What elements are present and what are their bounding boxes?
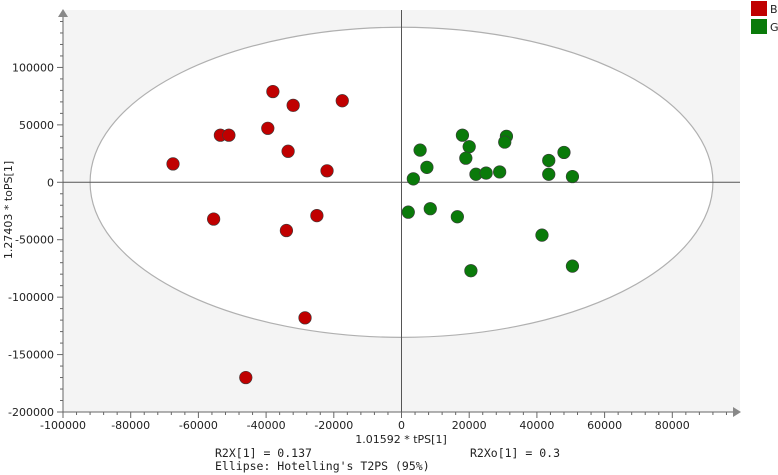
data-points: [166, 84, 580, 385]
y-tick-label: -200000: [8, 406, 54, 419]
r2xo-text: R2Xo[1] = 0.3: [470, 446, 560, 460]
data-point-b: [239, 370, 253, 385]
axes: -100000 -80000 -60000 -40000 -20000 0 20000 400…: [8, 9, 741, 432]
y-tick-label: 50000: [19, 119, 54, 132]
data-point-g: [493, 165, 507, 179]
legend-swatch-b: [751, 1, 767, 16]
data-point-g: [565, 169, 580, 184]
y-tick-label: 100000: [12, 61, 54, 74]
x-tick-label: 0: [398, 419, 405, 432]
data-point-b: [166, 157, 180, 171]
data-point-b: [281, 144, 295, 158]
data-point-g: [401, 205, 415, 219]
x-axis-title: 1.01592 * tPS[1]: [355, 433, 447, 446]
y-tick-label: -50000: [15, 234, 54, 247]
y-axis-arrow: [58, 9, 68, 17]
legend-swatch-g: [751, 19, 767, 34]
data-point-b: [222, 128, 236, 142]
data-point-b: [320, 164, 334, 178]
data-point-g: [455, 128, 470, 142]
legend-label-g: G: [770, 21, 778, 34]
data-point-g: [565, 259, 580, 273]
data-point-g: [498, 135, 512, 149]
data-point-g: [557, 145, 571, 160]
data-point-g: [423, 202, 437, 216]
x-tick-label: -20000: [314, 419, 353, 432]
x-tick-label: -80000: [111, 419, 150, 432]
x-tick-label: -40000: [247, 419, 286, 432]
data-point-b: [279, 223, 294, 238]
data-point-b: [286, 98, 300, 112]
ellipse-caption: Ellipse: Hotelling's T2PS (95%): [215, 459, 430, 473]
data-point-g: [535, 228, 549, 242]
data-point-b: [207, 212, 221, 226]
data-point-g: [420, 160, 434, 174]
data-point-g: [542, 153, 556, 168]
data-point-g: [464, 264, 478, 278]
y-tick-label: -150000: [8, 349, 54, 362]
data-point-b: [310, 208, 324, 223]
y-tick-label: -100000: [8, 291, 54, 304]
data-point-g: [459, 151, 473, 165]
x-tick-label: 60000: [587, 419, 622, 432]
data-point-g: [462, 140, 476, 154]
y-axis-title: 1.27403 * toPS[1]: [2, 161, 15, 259]
data-point-g: [479, 166, 493, 180]
data-point-b: [298, 311, 312, 325]
data-point-b: [335, 94, 349, 108]
x-tick-label: -100000: [40, 419, 86, 432]
x-tick-label: 20000: [452, 419, 487, 432]
data-point-b: [266, 84, 280, 99]
data-point-g: [413, 143, 427, 157]
data-point-g: [450, 210, 464, 224]
x-axis-arrow: [733, 407, 741, 417]
legend-label-b: B: [770, 3, 778, 16]
x-tick-label: 40000: [519, 419, 554, 432]
x-tick-label: 80000: [655, 419, 690, 432]
x-tick-label: -60000: [179, 419, 218, 432]
legend: B G: [751, 1, 778, 34]
y-tick-label: 0: [47, 176, 54, 189]
r2x-text: R2X[1] = 0.137: [215, 446, 312, 460]
data-point-g: [406, 172, 420, 186]
data-point-b: [261, 121, 275, 135]
data-point-g: [542, 167, 556, 181]
